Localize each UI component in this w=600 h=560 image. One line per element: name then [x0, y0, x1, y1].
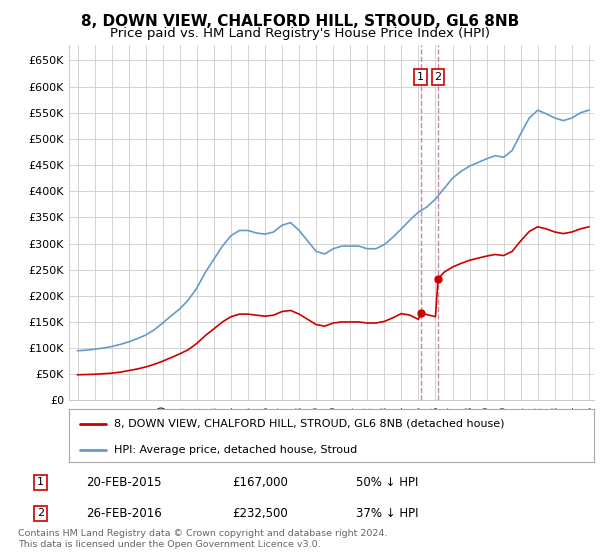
Text: 2: 2	[434, 72, 442, 82]
Text: Price paid vs. HM Land Registry's House Price Index (HPI): Price paid vs. HM Land Registry's House …	[110, 27, 490, 40]
Text: 8, DOWN VIEW, CHALFORD HILL, STROUD, GL6 8NB (detached house): 8, DOWN VIEW, CHALFORD HILL, STROUD, GL6…	[113, 419, 504, 429]
Text: 1: 1	[417, 72, 424, 82]
Text: HPI: Average price, detached house, Stroud: HPI: Average price, detached house, Stro…	[113, 445, 357, 455]
Text: 26-FEB-2016: 26-FEB-2016	[86, 507, 161, 520]
Text: 50% ↓ HPI: 50% ↓ HPI	[356, 476, 419, 489]
Text: 1: 1	[37, 477, 44, 487]
Text: 37% ↓ HPI: 37% ↓ HPI	[356, 507, 419, 520]
Text: £167,000: £167,000	[232, 476, 288, 489]
Text: 2: 2	[37, 508, 44, 519]
Text: Contains HM Land Registry data © Crown copyright and database right 2024.
This d: Contains HM Land Registry data © Crown c…	[18, 529, 388, 549]
Text: 20-FEB-2015: 20-FEB-2015	[86, 476, 161, 489]
Text: £232,500: £232,500	[232, 507, 288, 520]
Text: 8, DOWN VIEW, CHALFORD HILL, STROUD, GL6 8NB: 8, DOWN VIEW, CHALFORD HILL, STROUD, GL6…	[81, 14, 519, 29]
